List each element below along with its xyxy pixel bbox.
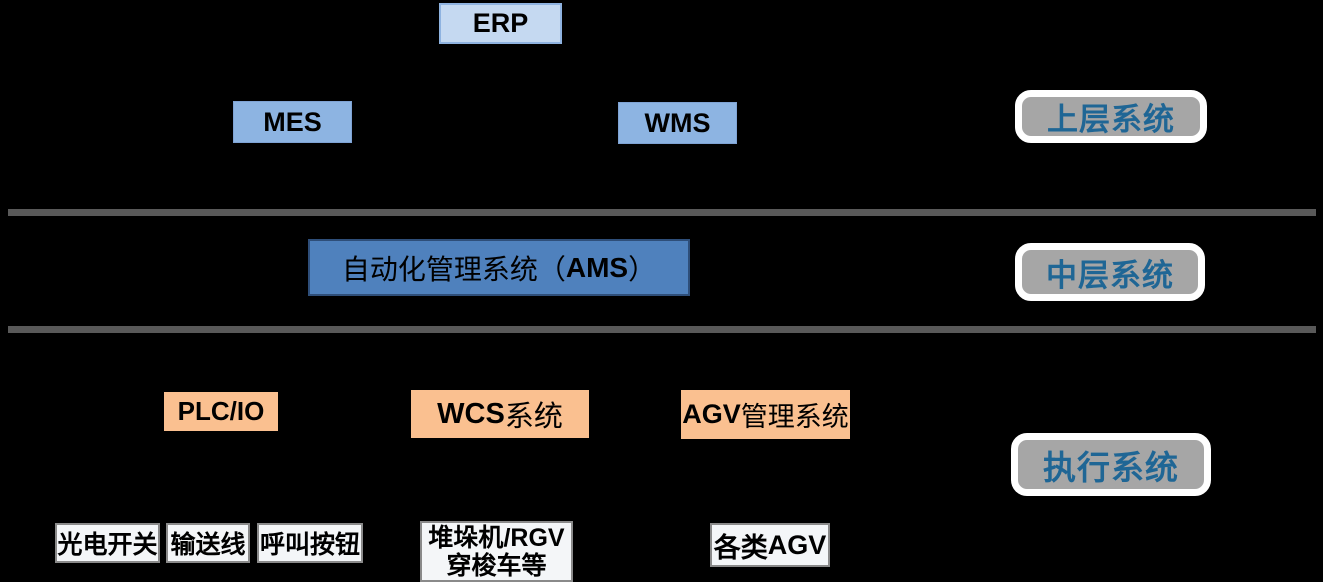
agv-management-label-zh: 管理系统: [740, 402, 849, 433]
agv-types-zh: 各类: [713, 532, 768, 564]
ams-box: 自动化管理系统（ AMS）: [308, 239, 690, 296]
plc-io-box: PLC/IO: [162, 390, 280, 433]
stacker-line2: 穿梭车等: [446, 550, 547, 580]
stacker-line1-en: /RGV: [503, 523, 565, 552]
wcs-label-zh: 系统: [504, 399, 563, 433]
wcs-label-en: WCS: [437, 397, 505, 430]
mes-box: MES: [233, 101, 352, 143]
device-photoelectric-switch: 光电开关: [55, 523, 160, 563]
layer-divider-top: [8, 209, 1316, 216]
agv-management-label-en: AGV: [682, 399, 741, 429]
device-call-button: 呼叫按钮: [257, 523, 363, 563]
ams-label-en: AMS: [565, 251, 629, 283]
device-agv-types: 各类 AGV: [710, 523, 830, 567]
device-conveyor-line: 输送线: [166, 523, 250, 563]
ams-label-close: ）: [628, 252, 657, 286]
device-stacker-rgv-shuttle: 堆垛机/RGV 穿梭车等: [420, 521, 573, 582]
upper-layer-tag: 上层系统: [1015, 90, 1207, 143]
wms-box: WMS: [618, 102, 737, 144]
stacker-line1-zh: 堆垛机: [428, 522, 504, 552]
agv-management-box: AGV 管理系统: [679, 388, 852, 441]
execution-layer-tag: 执行系统: [1011, 433, 1211, 496]
middle-layer-tag: 中层系统: [1015, 243, 1205, 301]
stacker-line1: 堆垛机/RGV: [428, 522, 565, 552]
layer-divider-bottom: [8, 326, 1316, 333]
erp-box: ERP: [439, 3, 562, 44]
wcs-system-box: WCS 系统: [409, 388, 591, 440]
ams-label-zh: 自动化管理系统（: [341, 252, 566, 286]
agv-types-en: AGV: [767, 529, 827, 560]
